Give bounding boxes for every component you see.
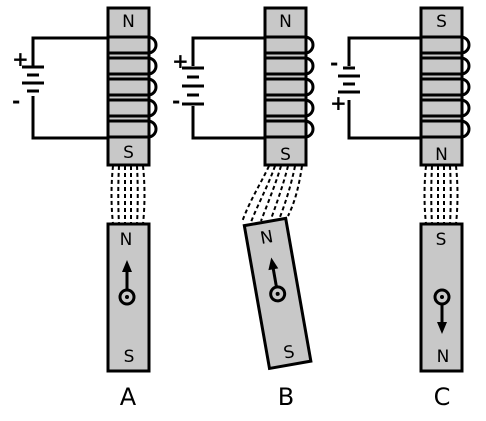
electromagnet-core-b <box>263 6 308 167</box>
bar-magnet-top-pole-a: N <box>120 230 133 250</box>
electromagnet-top-pole-c: S <box>436 12 447 32</box>
electromagnet-top-pole-a: N <box>122 12 135 32</box>
electromagnet-bottom-pole-a: S <box>123 143 134 163</box>
battery-sign-lower-a: - <box>12 89 20 113</box>
battery-sign-upper-a: + <box>12 47 29 71</box>
electromagnet-top-pole-b: N <box>279 12 292 32</box>
bar-magnet-bottom-pole-c: N <box>437 347 450 367</box>
circuit-wire-b <box>191 36 265 140</box>
coil-a <box>108 35 158 139</box>
battery-a <box>22 65 44 96</box>
caption-b: B <box>278 383 294 411</box>
coil-c <box>421 35 471 139</box>
circuit-wire-a <box>31 36 108 140</box>
compass-needle-up-b <box>268 257 287 303</box>
circuit-b: + - <box>172 36 265 140</box>
circuit-a: + - <box>12 36 108 140</box>
bar-magnet-c <box>419 222 464 373</box>
panel-b: + - N S N S <box>172 6 315 411</box>
field-lines-a <box>110 165 146 225</box>
bar-magnet-bottom-pole-a: S <box>124 347 135 367</box>
bar-magnet-top-pole-b: N <box>259 227 275 249</box>
electromagnet-core-a <box>106 6 151 167</box>
caption-a: A <box>120 383 137 411</box>
bar-magnet-bottom-pole-b: S <box>282 342 296 364</box>
battery-sign-upper-c: - <box>330 51 338 75</box>
battery-c <box>338 66 360 100</box>
caption-c: C <box>434 383 451 411</box>
compass-needle-down-c <box>433 288 451 334</box>
panel-a: + - N S N S A <box>12 6 158 411</box>
electromagnet-core-c <box>419 6 464 167</box>
panel-c: - + S N S N C <box>330 6 471 411</box>
circuit-wire-c <box>347 36 421 140</box>
field-lines-c <box>423 165 459 225</box>
electromagnet-bottom-pole-b: S <box>280 145 291 165</box>
battery-sign-lower-b: - <box>172 89 180 113</box>
coil-b <box>265 35 315 139</box>
bar-magnet-top-pole-c: S <box>436 230 447 250</box>
circuit-c: - + <box>330 36 421 140</box>
battery-b <box>182 66 204 106</box>
battery-sign-lower-c: + <box>330 91 347 115</box>
battery-sign-upper-b: + <box>172 49 189 73</box>
field-lines-b <box>241 165 303 223</box>
bar-magnet-tilted-b: N S <box>242 216 313 371</box>
electromagnet-bottom-pole-c: N <box>435 145 448 165</box>
compass-needle-up-a <box>118 260 136 306</box>
